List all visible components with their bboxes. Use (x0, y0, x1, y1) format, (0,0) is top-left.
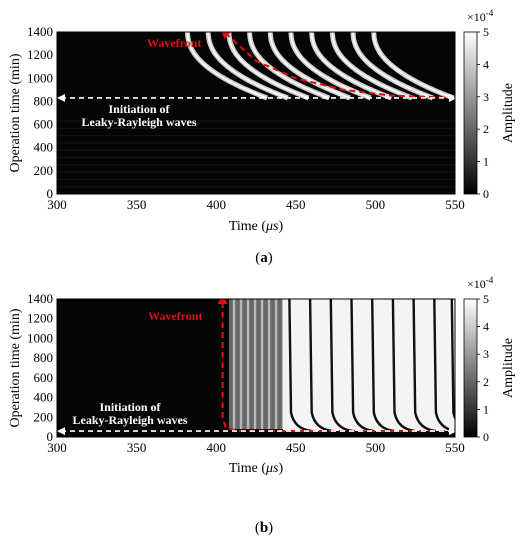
panel-b-x-tick-label: 400 (206, 440, 226, 455)
panel-b-band (239, 299, 243, 429)
panel-b-band (260, 299, 264, 429)
panel-a-x-tick-label: 450 (286, 197, 306, 212)
panel-a-fringe-core (352, 32, 433, 99)
panel-a-initiation-label-line2: Leaky-Rayleigh waves (82, 115, 197, 129)
panel-b-band (246, 299, 250, 429)
panel-b-wavefront-label: Wavefront (148, 309, 202, 323)
panel-a-colorbar: 0 1 2 3 4 5 ×10-4 Amplitude (463, 8, 516, 201)
panel-b-x-tick-label: 550 (445, 440, 465, 455)
panel-a-y-tick-label: 0 (47, 186, 54, 201)
panel-a-colorbar-tick-label: 0 (483, 187, 489, 201)
panel-b-band (249, 299, 254, 429)
panel-a-x-tick-label: 350 (127, 197, 147, 212)
panel-a-fringe-core (207, 32, 289, 99)
panel-a-x-tick-label: 500 (366, 197, 386, 212)
panel-b-band (263, 299, 268, 429)
panel-b-x-tick-label: 450 (286, 440, 306, 455)
panel-a-fringe-core (310, 32, 392, 99)
panel-a-plot-area (57, 32, 455, 194)
panel-a: Wavefront Initiation of Leaky-Rayleigh w… (8, 8, 516, 266)
panel-b-bright-region (283, 299, 455, 431)
panel-b-colorbar: 0 1 2 3 4 5 ×10-4 Amplitude (463, 275, 516, 444)
panel-b-band (228, 299, 233, 429)
panel-a-x-ticks: 300 350 400 450 500 550 (47, 190, 465, 212)
panel-a-x-axis-label: Time (μs) (229, 219, 284, 234)
panel-b-background-bands (228, 299, 455, 431)
panel-a-colorbar-exponent: ×10-4 (467, 8, 494, 24)
panel-b-y-tick-label: 1200 (27, 311, 53, 326)
panel-a-colorbar-tick-label: 1 (483, 155, 489, 169)
panel-a-y-tick-label: 1200 (27, 47, 53, 62)
panel-a-x-tick-label: 550 (445, 197, 465, 212)
panel-b-colorbar-tick-label: 4 (483, 320, 489, 334)
panel-b-initiation-label-line2: Leaky-Rayleigh waves (73, 413, 188, 427)
panel-b-band (242, 299, 247, 429)
panel-b-band (253, 299, 257, 429)
panel-b-y-tick-label: 1400 (27, 291, 53, 306)
panel-b-band (235, 299, 240, 429)
panel-b-colorbar-label: Amplitude (501, 338, 516, 398)
panel-a-y-tick-label: 1400 (27, 24, 53, 39)
panel-a-fringe-core (228, 32, 309, 99)
panel-b-y-tick-label: 1000 (27, 330, 53, 345)
panel-a-caption: (a) (255, 250, 273, 266)
panel-b-colorbar-tick-label: 3 (483, 347, 489, 361)
panel-b-x-tick-label: 350 (127, 440, 147, 455)
panel-a-colorbar-tick-label: 2 (483, 122, 489, 136)
panel-b: Wavefront Initiation of Leaky-Rayleigh w… (8, 275, 516, 536)
panel-b-x-tick-label: 500 (366, 440, 386, 455)
panel-a-colorbar-tick-label: 5 (483, 25, 489, 39)
panel-b-caption: (b) (255, 520, 273, 536)
panel-b-colorbar-exponent: ×10-4 (467, 275, 494, 291)
panel-b-colorbar-tick-label: 0 (483, 430, 489, 444)
panel-a-fringes (185, 32, 455, 101)
panel-b-initiation-label-line1: Initiation of (99, 400, 161, 414)
panel-a-x-tick-label: 400 (206, 197, 226, 212)
panel-b-y-axis-label: Operation time (min) (8, 308, 23, 427)
panel-a-noise-bands (57, 120, 455, 188)
panel-b-band (274, 299, 278, 429)
panel-a-initiation-label-line1: Initiation of (108, 102, 170, 116)
panel-b-fringe-line (450, 299, 455, 421)
panel-a-colorbar-tick-label: 3 (483, 90, 489, 104)
panel-a-fringe-core (331, 32, 413, 99)
panel-a-colorbar-label: Amplitude (501, 83, 516, 143)
panel-a-y-tick-label: 800 (34, 93, 54, 108)
panel-b-y-tick-label: 0 (47, 429, 54, 444)
panel-a-fringe-core (290, 32, 371, 99)
panel-a-y-ticks: 0 200 400 600 800 1000 1200 1400 (27, 24, 61, 201)
panel-a-y-tick-label: 200 (34, 163, 54, 178)
panel-b-colorbar-tick-label: 2 (483, 375, 489, 389)
panel-b-band (232, 299, 236, 429)
panel-b-band (270, 299, 275, 429)
panel-a-y-axis-label: Operation time (min) (8, 53, 23, 172)
panel-a-fringe-core (269, 32, 351, 99)
panel-b-x-ticks: 300 350 400 450 500 550 (47, 433, 465, 455)
panel-b-band (267, 299, 271, 429)
panel-a-fringe-core (186, 32, 268, 99)
panel-b-band (277, 299, 282, 429)
panel-a-fringe-core (373, 32, 454, 99)
panel-a-colorbar-tick-label: 4 (483, 57, 489, 71)
panel-a-wavefront-label: Wavefront (147, 36, 201, 50)
panel-a-y-tick-label: 600 (34, 117, 54, 132)
panel-b-x-tick-label: 300 (47, 440, 67, 455)
panel-b-x-axis-label: Time (μs) (229, 461, 284, 476)
panel-b-colorbar-tick-label: 5 (483, 292, 489, 306)
panel-b-y-ticks: 0 200 400 600 800 1000 1200 1400 (27, 291, 61, 444)
panel-b-band (256, 299, 261, 429)
panel-b-colorbar-tick-label: 1 (483, 402, 489, 416)
panel-b-y-tick-label: 400 (34, 390, 54, 405)
panel-b-y-tick-label: 800 (34, 350, 54, 365)
panel-a-y-tick-label: 400 (34, 140, 54, 155)
panel-a-x-tick-label: 300 (47, 197, 67, 212)
panel-b-y-tick-label: 600 (34, 370, 54, 385)
panel-b-y-tick-label: 200 (34, 409, 54, 424)
panel-a-y-tick-label: 1000 (27, 70, 53, 85)
